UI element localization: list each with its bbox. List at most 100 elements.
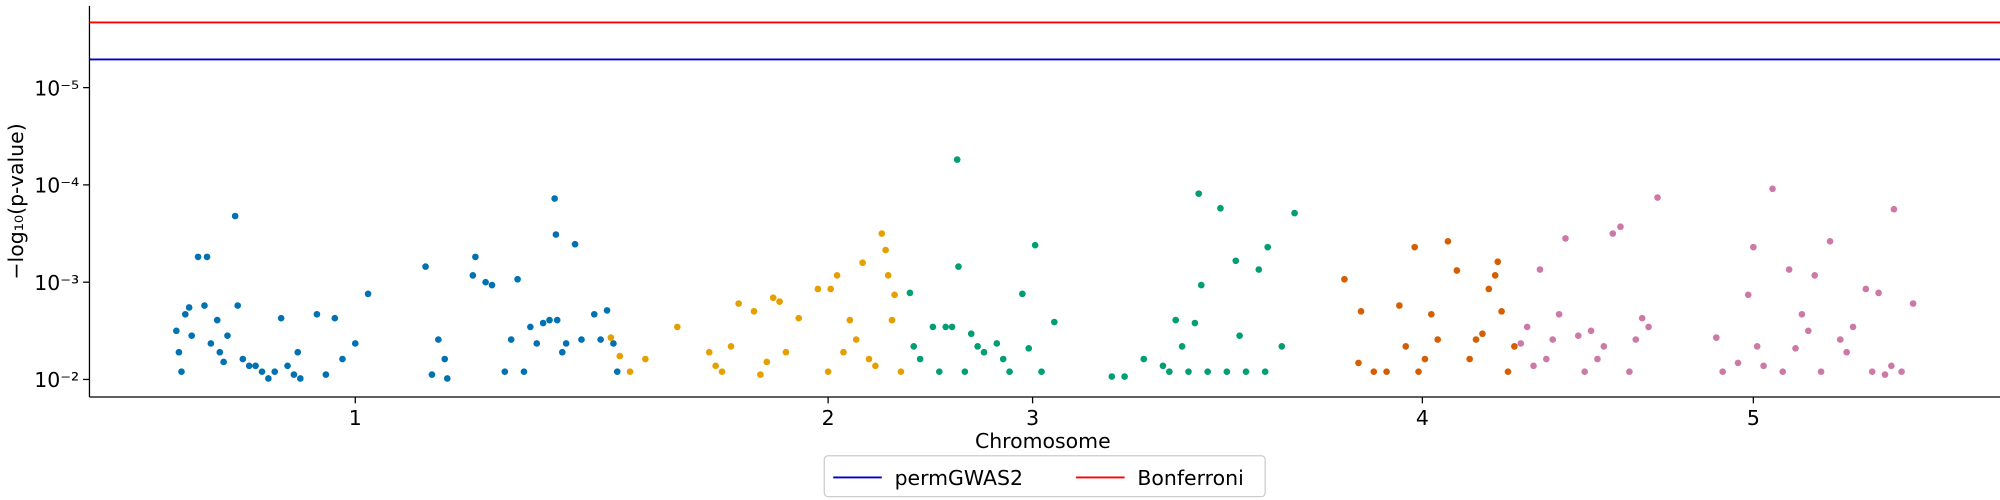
point [1898, 368, 1905, 375]
point [188, 332, 196, 340]
point [1019, 290, 1026, 298]
point [1638, 314, 1646, 322]
point [1574, 332, 1582, 340]
point [929, 323, 937, 331]
point [955, 263, 962, 270]
point [558, 348, 566, 356]
point [1236, 332, 1243, 340]
point [712, 362, 719, 370]
point [1031, 241, 1039, 249]
point [1753, 343, 1761, 350]
point [1523, 323, 1531, 331]
point [1792, 345, 1799, 352]
y-tick-label: 10⁻⁴ [34, 174, 79, 198]
x-tick-label: 5 [1747, 406, 1760, 430]
point [443, 375, 451, 382]
point [294, 348, 302, 356]
point [1498, 308, 1505, 315]
point [824, 368, 832, 375]
point [207, 340, 215, 347]
point [284, 362, 291, 370]
point [757, 371, 764, 378]
x-tick-label: 2 [822, 406, 835, 430]
point [1038, 368, 1045, 375]
point [1411, 243, 1419, 251]
point [181, 310, 189, 318]
point [194, 253, 202, 261]
point [1178, 343, 1186, 350]
point [1549, 336, 1557, 343]
point [865, 355, 873, 363]
point [1242, 368, 1250, 375]
point [175, 348, 183, 356]
point [469, 272, 477, 279]
point [1383, 368, 1390, 375]
point [231, 212, 239, 220]
point [520, 368, 528, 375]
point [1836, 336, 1844, 343]
point [239, 355, 247, 363]
point [872, 362, 879, 370]
point [1108, 373, 1116, 380]
point [1750, 243, 1757, 251]
point [488, 281, 496, 289]
point [1826, 237, 1834, 245]
point [290, 371, 298, 378]
point [776, 298, 783, 305]
point [441, 355, 449, 363]
point [705, 348, 713, 356]
y-tick-label: 10⁻³ [34, 271, 79, 295]
point [1140, 355, 1148, 363]
point [1121, 373, 1128, 380]
point [1191, 319, 1199, 327]
point [539, 319, 547, 327]
point [935, 368, 943, 375]
point [1632, 336, 1640, 343]
point [891, 291, 898, 299]
legend-label: Bonferroni [1137, 466, 1243, 490]
x-tick-label: 1 [349, 406, 362, 430]
point [1396, 302, 1403, 309]
point [897, 368, 905, 375]
point [1421, 355, 1429, 363]
point [827, 285, 834, 293]
point [840, 348, 847, 356]
point [1050, 318, 1058, 326]
point [252, 362, 259, 370]
point [1278, 343, 1286, 350]
point [1581, 368, 1588, 375]
point [1264, 243, 1272, 251]
point [1402, 343, 1410, 350]
point [1562, 235, 1569, 242]
point [1291, 209, 1298, 217]
point [616, 352, 624, 360]
point [993, 340, 1001, 347]
point [527, 323, 534, 331]
point [1875, 289, 1882, 297]
point [245, 362, 253, 370]
point [220, 358, 227, 366]
point [1594, 355, 1601, 363]
point [1712, 334, 1720, 341]
point [1494, 258, 1502, 266]
point [1530, 362, 1537, 370]
point [216, 348, 224, 356]
point [953, 156, 961, 163]
point [1779, 368, 1787, 375]
point [1166, 368, 1173, 375]
point [201, 302, 208, 309]
point [185, 304, 193, 311]
point [961, 368, 969, 375]
point [482, 278, 489, 286]
point [265, 375, 272, 382]
point [178, 368, 185, 375]
point [1881, 371, 1889, 378]
point [833, 272, 841, 279]
point [1517, 340, 1525, 347]
point [1536, 266, 1544, 273]
point [1785, 266, 1793, 273]
point [1025, 345, 1033, 352]
point [1453, 267, 1461, 274]
point [1444, 237, 1452, 245]
